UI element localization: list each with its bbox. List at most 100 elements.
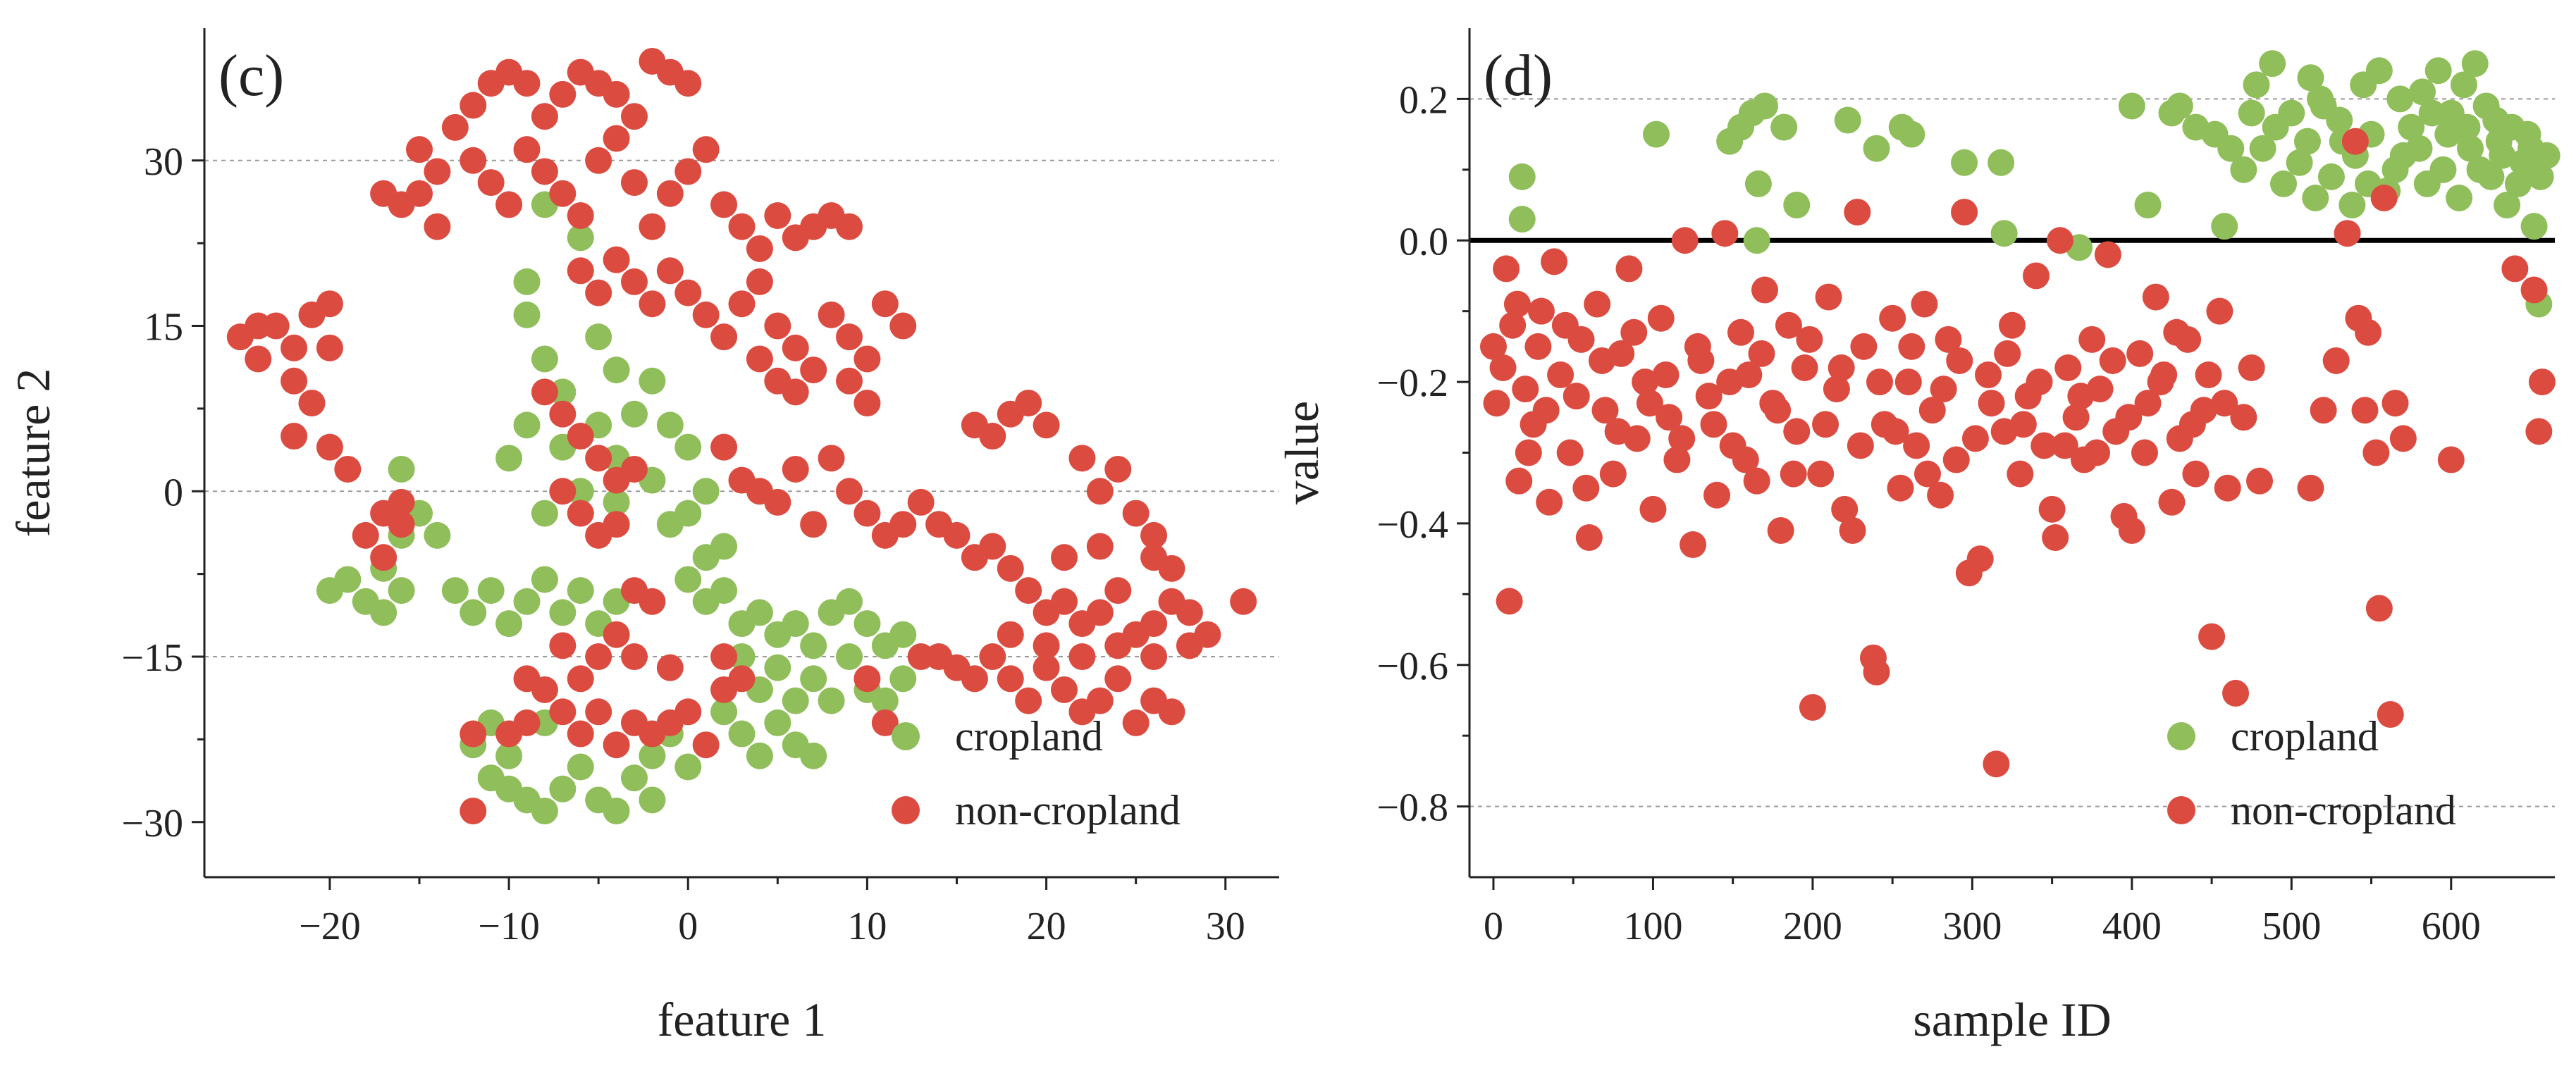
- data-point-cropland: [531, 798, 558, 825]
- panel-d: 0 100 200 300 400 500 600 −0.8 −0.6 −0.4 −0.2 0.0 0.…: [1275, 28, 2560, 1046]
- data-point-non-cropland: [2334, 220, 2361, 247]
- data-point-non-cropland: [1140, 521, 1168, 549]
- data-point-cropland: [764, 709, 791, 736]
- data-point-non-cropland: [585, 698, 612, 726]
- data-point-cropland: [2293, 128, 2321, 155]
- data-point-non-cropland: [2062, 404, 2090, 431]
- x-tick-label: 0: [678, 905, 698, 948]
- data-point-cropland: [621, 400, 648, 428]
- data-point-non-cropland: [1015, 687, 1042, 714]
- data-point-cropland: [1642, 120, 1670, 148]
- data-point-non-cropland: [1176, 632, 1203, 659]
- data-point-non-cropland: [460, 147, 487, 174]
- data-point-cropland: [2453, 113, 2481, 141]
- data-point-cropland: [639, 742, 666, 769]
- data-point-non-cropland: [1966, 545, 1994, 573]
- data-point-non-cropland: [853, 345, 881, 373]
- data-point-non-cropland: [853, 390, 881, 417]
- data-point-cropland: [1508, 163, 1536, 190]
- data-point-non-cropland: [1086, 533, 1114, 560]
- data-point-non-cropland: [1828, 354, 1855, 381]
- x-tick-label: 500: [2262, 905, 2321, 948]
- data-point-cropland: [585, 323, 612, 351]
- data-point-cropland: [567, 224, 594, 252]
- x-tick-label: 20: [1027, 905, 1066, 948]
- data-point-non-cropland: [460, 720, 487, 748]
- data-point-non-cropland: [2078, 326, 2106, 353]
- data-point-non-cropland: [764, 202, 791, 230]
- data-point-non-cropland: [334, 455, 362, 483]
- data-point-non-cropland: [370, 544, 398, 571]
- data-point-non-cropland: [495, 720, 523, 748]
- data-point-non-cropland: [2158, 488, 2186, 516]
- data-point-cropland: [441, 577, 469, 605]
- data-point-non-cropland: [513, 70, 541, 97]
- data-point-cropland: [513, 268, 541, 295]
- data-point-non-cropland: [1505, 467, 1533, 495]
- data-point-non-cropland: [567, 665, 594, 693]
- x-tick-label: −10: [478, 905, 540, 948]
- data-point-non-cropland: [1572, 474, 1600, 502]
- data-point-non-cropland: [388, 488, 415, 516]
- y-axis-label: feature 2: [6, 368, 60, 538]
- data-point-non-cropland: [2022, 262, 2050, 290]
- data-point-cropland: [2259, 50, 2286, 78]
- data-point-non-cropland: [1775, 311, 1802, 339]
- data-point-non-cropland: [979, 643, 1006, 671]
- data-point-non-cropland: [1716, 368, 1744, 396]
- data-point-non-cropland: [2007, 460, 2034, 488]
- data-point-non-cropland: [979, 533, 1006, 560]
- data-point-non-cropland: [1104, 632, 1132, 659]
- data-point-cropland: [2134, 192, 2162, 219]
- data-point-non-cropland: [1999, 311, 2026, 339]
- data-point-non-cropland: [1783, 418, 1811, 445]
- data-point-non-cropland: [2381, 390, 2409, 417]
- data-point-cropland: [889, 665, 917, 693]
- data-point-cropland: [692, 478, 720, 505]
- data-point-non-cropland: [1703, 481, 1731, 509]
- data-point-non-cropland: [567, 257, 594, 285]
- data-point-non-cropland: [460, 798, 487, 825]
- data-point-non-cropland: [1743, 467, 1770, 495]
- data-point-non-cropland: [2355, 318, 2382, 346]
- data-point-non-cropland: [1978, 390, 2005, 417]
- x-tick-label: −20: [299, 905, 361, 948]
- data-point-non-cropland: [1588, 347, 1615, 374]
- data-point-non-cropland: [603, 80, 630, 108]
- data-point-non-cropland: [674, 698, 702, 726]
- data-point-non-cropland: [2351, 397, 2379, 424]
- data-point-non-cropland: [639, 588, 666, 615]
- data-point-non-cropland: [1663, 446, 1691, 473]
- data-point-cropland: [2418, 99, 2446, 127]
- data-point-non-cropland: [2054, 354, 2082, 381]
- data-point-non-cropland: [853, 665, 881, 693]
- data-point-non-cropland: [1863, 658, 1890, 686]
- data-point-cropland: [603, 798, 630, 825]
- data-point-non-cropland: [853, 500, 881, 527]
- data-point-non-cropland: [621, 268, 648, 295]
- data-point-cropland: [818, 687, 845, 714]
- data-point-non-cropland: [585, 147, 612, 174]
- data-point-non-cropland: [1512, 376, 1539, 403]
- data-point-non-cropland: [1033, 411, 1060, 439]
- x-tick-label: 600: [2422, 905, 2481, 948]
- data-point-non-cropland: [692, 301, 720, 328]
- data-point-non-cropland: [1732, 446, 1759, 473]
- data-point-cropland: [2307, 85, 2334, 113]
- data-point-non-cropland: [764, 488, 791, 516]
- data-point-non-cropland: [1104, 455, 1132, 483]
- data-point-cropland: [2326, 106, 2353, 134]
- data-point-cropland: [710, 698, 738, 726]
- data-point-non-cropland: [800, 511, 827, 538]
- data-point-non-cropland: [1684, 333, 1711, 360]
- data-point-non-cropland: [674, 279, 702, 306]
- data-point-cropland: [513, 588, 541, 615]
- data-point-non-cropland: [1499, 311, 1527, 339]
- data-point-non-cropland: [1086, 687, 1114, 714]
- data-point-cropland: [889, 621, 917, 648]
- series-non-cropland: [226, 47, 1257, 825]
- data-point-non-cropland: [549, 478, 577, 505]
- data-point-cropland: [2211, 213, 2238, 240]
- data-point-non-cropland: [1983, 750, 2010, 778]
- data-point-non-cropland: [1711, 220, 1739, 247]
